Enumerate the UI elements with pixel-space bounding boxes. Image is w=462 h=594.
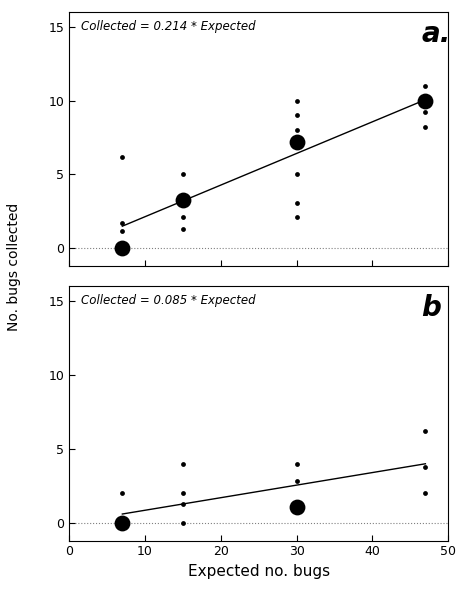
- Point: [422, 122, 429, 132]
- Point: [179, 213, 187, 222]
- Text: Collected = 0.085 * Expected: Collected = 0.085 * Expected: [81, 294, 255, 307]
- Point: [422, 96, 429, 105]
- Point: [293, 170, 300, 179]
- Point: [293, 96, 300, 105]
- Point: [293, 125, 300, 135]
- X-axis label: Expected no. bugs: Expected no. bugs: [188, 564, 330, 579]
- Point: [179, 499, 187, 508]
- Point: [119, 244, 126, 253]
- Point: [293, 459, 300, 469]
- Point: [119, 226, 126, 235]
- Point: [293, 110, 300, 120]
- Point: [422, 108, 429, 117]
- Point: [293, 502, 300, 511]
- Point: [422, 488, 429, 498]
- Point: [422, 81, 429, 90]
- Text: Collected = 0.214 * Expected: Collected = 0.214 * Expected: [81, 20, 255, 33]
- Point: [293, 476, 300, 486]
- Point: [119, 219, 126, 228]
- Point: [293, 137, 300, 147]
- Point: [179, 225, 187, 234]
- Point: [179, 488, 187, 498]
- Point: [293, 198, 300, 207]
- Text: No. bugs collected: No. bugs collected: [7, 203, 21, 331]
- Point: [119, 152, 126, 162]
- Point: [179, 518, 187, 527]
- Point: [179, 170, 187, 179]
- Text: b: b: [422, 294, 442, 322]
- Text: a.: a.: [422, 20, 451, 48]
- Point: [119, 518, 126, 527]
- Point: [422, 426, 429, 436]
- Point: [293, 213, 300, 222]
- Point: [179, 459, 187, 469]
- Point: [119, 488, 126, 498]
- Point: [179, 195, 187, 204]
- Point: [422, 462, 429, 472]
